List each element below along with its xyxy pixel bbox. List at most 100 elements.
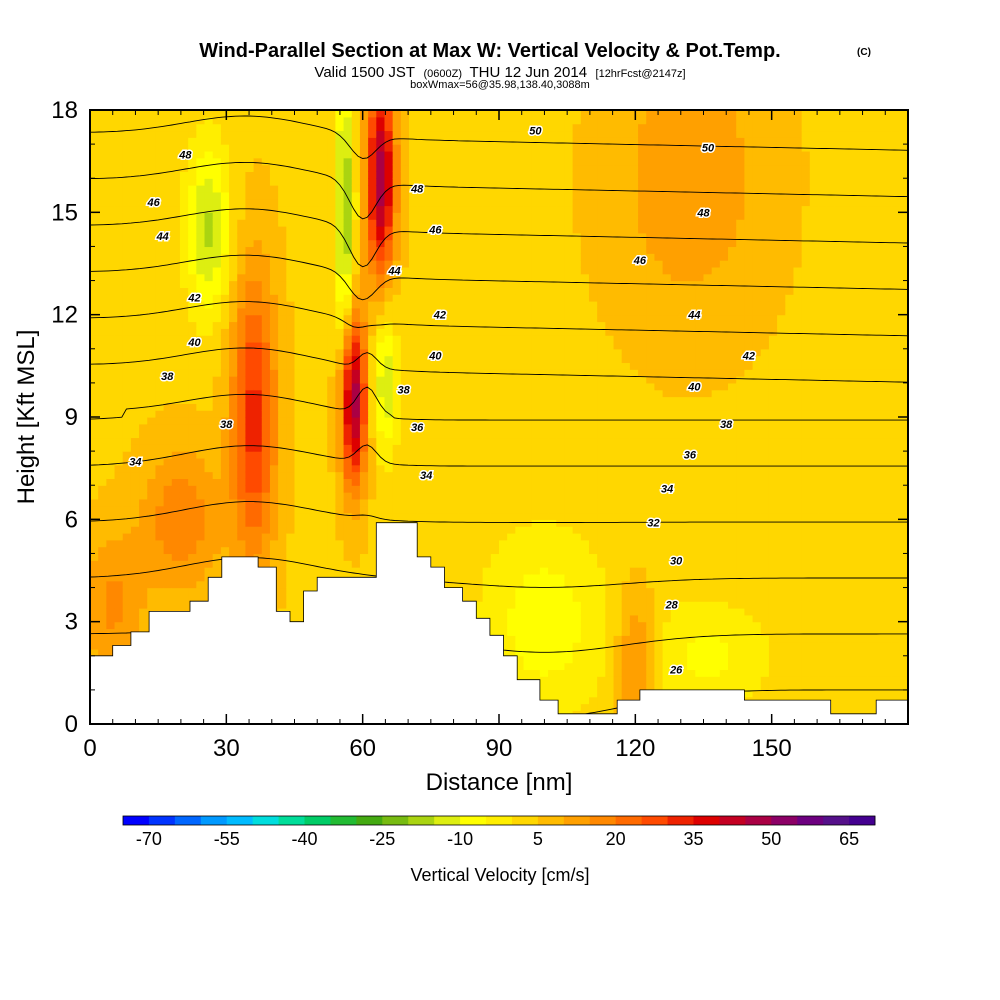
velocity-cell [171,451,181,459]
velocity-cell [139,580,148,589]
velocity-cell [237,457,247,466]
velocity-cell [482,150,492,159]
velocity-cell [155,423,165,432]
velocity-cell [147,301,157,309]
velocity-cell [98,287,107,295]
velocity-cell [319,362,328,370]
velocity-cell [507,294,516,302]
velocity-cell [204,560,214,568]
velocity-cell [204,294,214,302]
velocity-cell [294,171,304,179]
velocity-cell [90,608,99,616]
velocity-cell [482,451,492,459]
velocity-cell [343,410,353,418]
velocity-cell [98,580,107,589]
velocity-cell [204,451,214,459]
velocity-cell [229,266,238,275]
velocity-cell [245,505,255,514]
velocity-cell [441,430,451,439]
velocity-cell [351,457,361,466]
velocity-cell [261,150,271,159]
velocity-cell [319,553,328,561]
velocity-cell [499,396,508,404]
velocity-cell [425,266,435,275]
velocity-cell [523,341,533,350]
velocity-cell [204,417,214,425]
velocity-cell [490,110,500,118]
velocity-cell [163,130,173,138]
velocity-cell [179,560,189,568]
velocity-cell [417,164,426,172]
velocity-cell [499,341,508,350]
velocity-cell [409,417,418,425]
velocity-cell [474,314,484,323]
velocity-cell [155,232,165,241]
velocity-cell [171,430,181,439]
velocity-cell [245,130,255,138]
velocity-cell [237,403,247,411]
velocity-cell [212,532,222,541]
velocity-cell [507,621,516,630]
velocity-cell [261,532,271,541]
velocity-cell [351,116,361,125]
velocity-cell [384,485,394,493]
velocity-cell [147,532,157,541]
velocity-cell [499,239,508,248]
velocity-cell [310,546,320,555]
velocity-cell [400,341,410,350]
velocity-cell [139,457,148,466]
velocity-cell [507,348,516,357]
velocity-cell [417,110,426,118]
velocity-cell [261,232,271,241]
velocity-cell [335,437,345,445]
velocity-cell [425,164,435,172]
velocity-cell [163,246,173,254]
velocity-cell [392,321,402,329]
velocity-cell [319,369,328,377]
velocity-cell [425,546,435,555]
velocity-cell [237,321,247,329]
velocity-cell [106,382,116,391]
velocity-cell [278,198,287,207]
velocity-cell [458,382,467,391]
velocity-cell [188,498,197,507]
velocity-cell [98,198,107,207]
velocity-cell [212,301,222,309]
velocity-cell [212,185,222,193]
velocity-cell [98,485,107,493]
velocity-cell [90,205,99,213]
velocity-cell [155,553,165,561]
velocity-cell [343,328,353,336]
velocity-cell [351,492,361,500]
velocity-cell [335,287,345,295]
velocity-cell [490,430,500,439]
velocity-cell [531,410,541,418]
velocity-cell [433,205,443,213]
velocity-cell [433,376,443,384]
velocity-cell [474,232,484,241]
velocity-cell [122,573,132,582]
velocity-cell [114,376,124,384]
velocity-cell [319,260,328,268]
velocity-cell [196,137,206,145]
velocity-cell [482,389,492,398]
velocity-cell [515,410,525,418]
velocity-cell [106,341,116,350]
velocity-cell [474,362,484,370]
velocity-cell [163,396,173,404]
velocity-cell [490,157,500,166]
velocity-cell [327,150,336,159]
velocity-cell [302,526,312,534]
velocity-cell [499,273,508,282]
velocity-cell [417,178,426,186]
velocity-cell [204,116,214,125]
velocity-cell [531,505,541,514]
velocity-cell [335,512,345,520]
velocity-cell [409,451,418,459]
velocity-cell [147,205,157,213]
velocity-cell [302,376,312,384]
velocity-cell [147,478,157,486]
velocity-cell [139,191,148,200]
velocity-cell [433,123,443,132]
velocity-cell [90,389,99,398]
